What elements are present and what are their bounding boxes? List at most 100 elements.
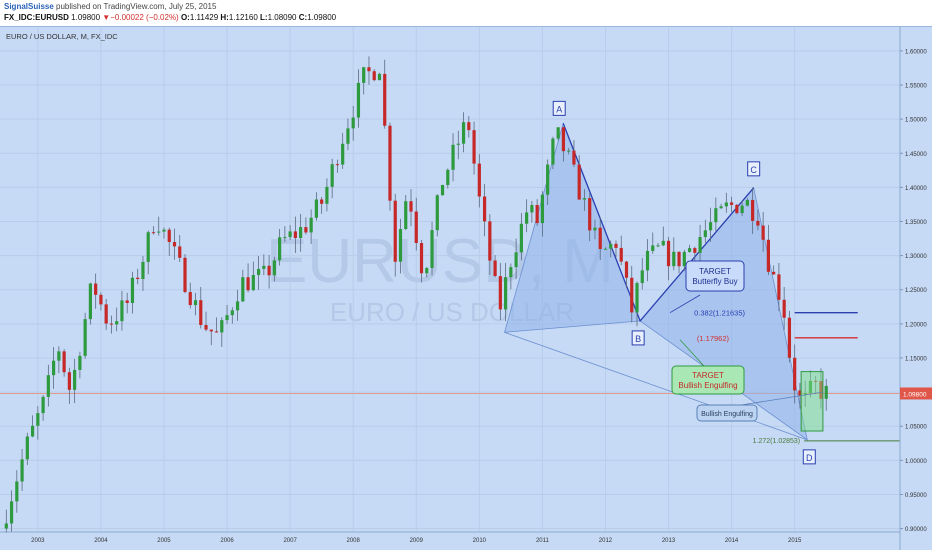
pattern-point-box (747, 161, 761, 177)
header-divider (0, 26, 932, 27)
candle-down (472, 130, 476, 164)
candle-up (115, 321, 119, 325)
candle-up (288, 231, 292, 238)
chart-annotations[interactable]: 0.382(1.21635) (1.17962) 1.272(1.02853) TAR… (669, 260, 932, 445)
open-label: O: (180, 13, 190, 22)
candle-up (740, 205, 744, 214)
candle-up (83, 319, 87, 356)
candle-up (651, 245, 655, 251)
candle-down (561, 127, 566, 152)
harmonic-pattern[interactable]: A B C D (504, 100, 816, 465)
candle-up (672, 251, 676, 267)
price-tick-label: 1.20000 (905, 322, 927, 328)
time-tick-label: 2009 (410, 538, 424, 544)
price-axis[interactable] (900, 27, 932, 550)
candle-down (172, 242, 177, 247)
callout-text: Bullish Engulfing (701, 411, 753, 418)
high-value: 1.12160 (228, 13, 258, 22)
candle-down (419, 242, 424, 274)
pattern-point-c[interactable]: C (747, 161, 761, 177)
symbol-label: FX_IDC:EURUSD (4, 13, 69, 22)
candle-down (777, 274, 781, 300)
last-price: 1.09800 (71, 13, 101, 22)
candle-up (46, 375, 50, 397)
low-value: 1.08090 (267, 13, 297, 22)
pattern-point-d[interactable]: D (802, 449, 816, 465)
candle-down (178, 246, 182, 258)
candle-down (94, 283, 98, 295)
pattern-point-a[interactable]: A (552, 100, 566, 116)
time-tick-label: 2010 (473, 538, 487, 544)
candle-up (362, 67, 366, 83)
price-axis-labels: 0.900000.950001.000001.050001.100001.150… (900, 49, 927, 533)
candle-down (666, 240, 671, 267)
low-label: L: (260, 13, 268, 22)
engulfing-highlight (800, 371, 824, 432)
price-tick-label: 1.00000 (905, 459, 927, 465)
candle-up (251, 275, 255, 291)
candle-down (335, 164, 340, 166)
candle-down (572, 150, 576, 165)
candle-down (761, 225, 765, 240)
candle-up (9, 501, 14, 524)
candle-up (603, 248, 608, 250)
candle-up (430, 230, 434, 269)
time-tick-label: 2005 (157, 538, 171, 544)
candle-up (661, 240, 665, 246)
candle-down (304, 227, 308, 233)
price-tick-label: 1.50000 (905, 118, 927, 124)
candle-up (346, 128, 350, 144)
candle-up (593, 227, 597, 231)
price-tick-label: 1.55000 (905, 84, 927, 90)
candle-up (230, 310, 234, 316)
candle-down (383, 73, 387, 126)
candle-down (414, 211, 418, 243)
candle-down (183, 257, 187, 293)
time-tick-label: 2003 (31, 538, 45, 544)
candle-down (151, 232, 156, 234)
candle-up (724, 202, 728, 207)
candle-up (225, 315, 229, 321)
close-label: C: (298, 13, 308, 22)
candle-up (504, 277, 508, 310)
candle-down (614, 243, 618, 248)
candle-up (146, 232, 150, 262)
candle-up (262, 265, 266, 269)
close-value: 1.09800 (307, 13, 337, 22)
ohlc-line: FX_IDC:EURUSD 1.09800 ▼−0.00022 (−0.02%)… (4, 13, 336, 22)
callout-bullish-engulfing[interactable]: Bullish Engulfing (696, 391, 823, 422)
price-tick-label: 1.45000 (905, 152, 927, 158)
pattern-point-b[interactable]: B (631, 330, 645, 346)
candle-up (88, 283, 92, 320)
candle-up (15, 481, 19, 502)
pattern-xd-line (504, 331, 808, 441)
candle-down (577, 164, 581, 200)
candle-up (299, 227, 303, 239)
candle-up (30, 425, 35, 437)
candle-down (782, 299, 786, 318)
candle-up (645, 250, 650, 271)
candle-up (141, 261, 145, 279)
candle-up (330, 164, 334, 187)
candle-up (130, 277, 135, 303)
pattern-point-box (631, 330, 645, 346)
candle-down (167, 229, 171, 243)
candle-up (404, 201, 408, 230)
candle-up (698, 237, 702, 253)
candle-up (309, 217, 313, 233)
author-link[interactable]: SignalSuisse (4, 2, 54, 11)
time-tick-label: 2004 (94, 538, 108, 544)
callout-box (671, 365, 745, 395)
callout-text: TARGET (699, 267, 731, 276)
candle-down (730, 202, 734, 205)
price-chart[interactable]: EURUSD, M EURO / US DOLLAR EURO / US DOL… (0, 27, 932, 550)
time-tick-label: 2006 (220, 538, 234, 544)
level-label-1272: 1.272(1.02853) (753, 438, 800, 445)
candle-down (62, 351, 66, 373)
candle-down (209, 329, 213, 332)
chart-header: SignalSuisse published on TradingView.co… (0, 0, 932, 26)
time-axis-labels[interactable]: 2003 2004 2005 2006 2007 2008 2009 2010 2011 2012… (31, 538, 802, 544)
candle-down (772, 271, 776, 275)
